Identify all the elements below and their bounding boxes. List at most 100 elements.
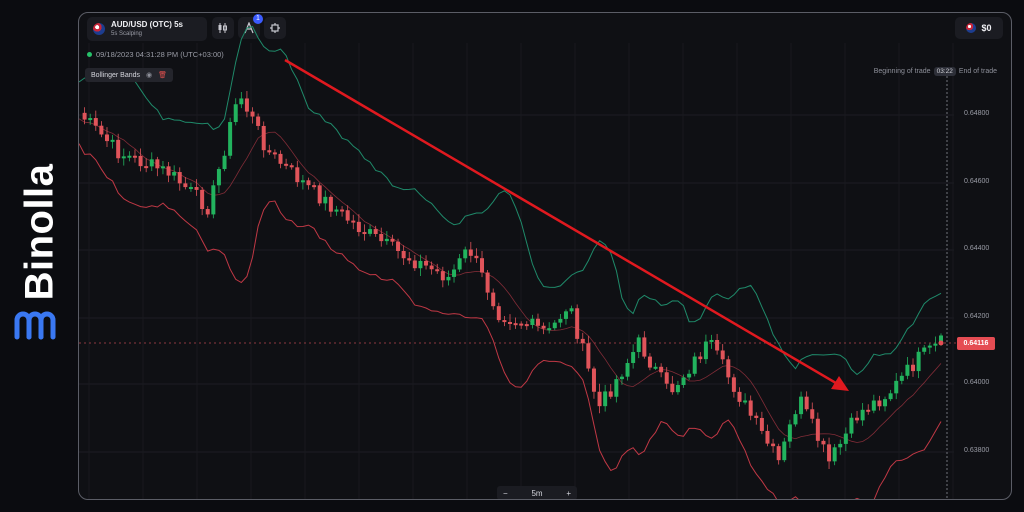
bearish-candle bbox=[138, 155, 143, 167]
bullish-candle bbox=[883, 399, 888, 407]
bullish-candle bbox=[838, 443, 843, 448]
bearish-candle bbox=[541, 325, 546, 329]
bearish-candle bbox=[356, 221, 361, 233]
bearish-candle bbox=[877, 400, 882, 407]
bearish-candle bbox=[821, 440, 826, 445]
bearish-candle bbox=[362, 232, 367, 235]
bullish-candle bbox=[927, 345, 932, 348]
bearish-candle bbox=[765, 430, 770, 444]
bearish-candle bbox=[502, 320, 507, 323]
indicators-button[interactable] bbox=[264, 17, 286, 39]
bearish-candle bbox=[804, 396, 809, 410]
bullish-candle bbox=[368, 229, 373, 234]
bullish-candle bbox=[121, 156, 126, 159]
bullish-candle bbox=[905, 364, 910, 376]
candlestick-series bbox=[82, 91, 943, 469]
brand-name: Binolla bbox=[17, 163, 62, 301]
bullish-candle bbox=[743, 400, 748, 403]
y-tick-label: 0.64400 bbox=[964, 245, 990, 252]
bearish-candle bbox=[166, 166, 171, 176]
bullish-candle bbox=[687, 373, 692, 378]
trash-icon[interactable]: 🗑 bbox=[158, 72, 168, 79]
bullish-candle bbox=[88, 118, 93, 121]
bearish-candle bbox=[435, 269, 440, 272]
bearish-candle bbox=[177, 172, 182, 184]
bearish-candle bbox=[284, 163, 289, 166]
y-tick-label: 0.64200 bbox=[964, 313, 990, 320]
upper-band-line bbox=[79, 25, 942, 376]
bearish-candle bbox=[144, 166, 149, 169]
bearish-candle bbox=[664, 372, 669, 384]
chart-type-button[interactable] bbox=[212, 17, 234, 39]
bullish-candle bbox=[530, 318, 535, 325]
bullish-candle bbox=[563, 311, 568, 319]
bearish-candle bbox=[580, 338, 585, 344]
bullish-candle bbox=[625, 363, 630, 377]
bullish-candle bbox=[384, 238, 389, 242]
bearish-candle bbox=[597, 391, 602, 407]
bearish-candle bbox=[183, 183, 188, 188]
bullish-candle bbox=[703, 341, 708, 360]
bearish-candle bbox=[468, 249, 473, 256]
asset-mode: 5s Scalping bbox=[111, 31, 143, 37]
bearish-candle bbox=[731, 377, 736, 392]
middle-band-line bbox=[79, 118, 942, 443]
asset-selector[interactable]: AUD/USD (OTC) 5s 5s Scalping bbox=[87, 17, 207, 41]
zoom-out-button[interactable]: − bbox=[503, 488, 508, 498]
bullish-candle bbox=[569, 308, 574, 312]
beginning-of-trade-label: Beginning of trade bbox=[873, 68, 931, 75]
bearish-candle bbox=[306, 180, 311, 186]
bullish-candle bbox=[631, 352, 636, 364]
bullish-candle bbox=[922, 347, 927, 352]
bullish-candle bbox=[222, 155, 227, 170]
bullish-candle bbox=[446, 276, 451, 281]
bearish-candle bbox=[99, 125, 104, 135]
bullish-candle bbox=[933, 343, 938, 346]
bearish-candle bbox=[496, 306, 501, 321]
bearish-candle bbox=[508, 321, 512, 324]
bearish-candle bbox=[256, 116, 261, 126]
bearish-candle bbox=[407, 258, 412, 261]
bullish-candle bbox=[681, 377, 686, 386]
lower-band-line bbox=[79, 143, 942, 499]
bearish-candle bbox=[116, 139, 121, 159]
indicator-chip[interactable]: Bollinger Bands ◉ 🗑 bbox=[85, 68, 174, 82]
bullish-candle bbox=[323, 196, 328, 204]
bullish-candle bbox=[239, 98, 244, 105]
bullish-candle bbox=[653, 366, 658, 369]
bearish-candle bbox=[827, 444, 832, 462]
bearish-candle bbox=[272, 152, 277, 155]
last-price-dot bbox=[938, 340, 944, 346]
bullish-candle bbox=[787, 424, 792, 442]
bearish-candle bbox=[267, 150, 272, 153]
bullish-candle bbox=[832, 447, 837, 462]
price-chart[interactable] bbox=[79, 13, 1011, 499]
bearish-candle bbox=[440, 271, 445, 281]
bearish-candle bbox=[855, 417, 860, 421]
bollinger-bands bbox=[79, 25, 942, 499]
current-price-tag: 0.64116 bbox=[957, 337, 995, 350]
timeframe-control: − 5m + bbox=[497, 486, 577, 499]
asset-name: AUD/USD (OTC) 5s bbox=[111, 20, 184, 29]
trend-arrow-line bbox=[284, 58, 842, 388]
eye-icon[interactable]: ◉ bbox=[146, 72, 153, 79]
bullish-candle bbox=[709, 339, 714, 342]
bullish-candle bbox=[871, 400, 876, 411]
bullish-candle bbox=[558, 318, 563, 323]
bullish-candle bbox=[211, 185, 216, 215]
bullish-candle bbox=[552, 322, 557, 329]
bearish-candle bbox=[340, 209, 345, 212]
bearish-candle bbox=[535, 318, 540, 326]
balance-button[interactable]: $0 bbox=[955, 17, 1003, 39]
bearish-candle bbox=[608, 391, 613, 397]
y-tick-label: 0.63800 bbox=[964, 447, 990, 454]
bearish-candle bbox=[480, 258, 485, 273]
bullish-candle bbox=[418, 260, 423, 269]
bearish-candle bbox=[155, 159, 160, 169]
zoom-in-button[interactable]: + bbox=[566, 488, 571, 498]
bullish-candle bbox=[799, 396, 804, 415]
bearish-candle bbox=[104, 134, 109, 142]
bearish-candle bbox=[244, 98, 249, 112]
timeframe-label[interactable]: 5m bbox=[531, 488, 543, 498]
bearish-candle bbox=[485, 272, 490, 293]
